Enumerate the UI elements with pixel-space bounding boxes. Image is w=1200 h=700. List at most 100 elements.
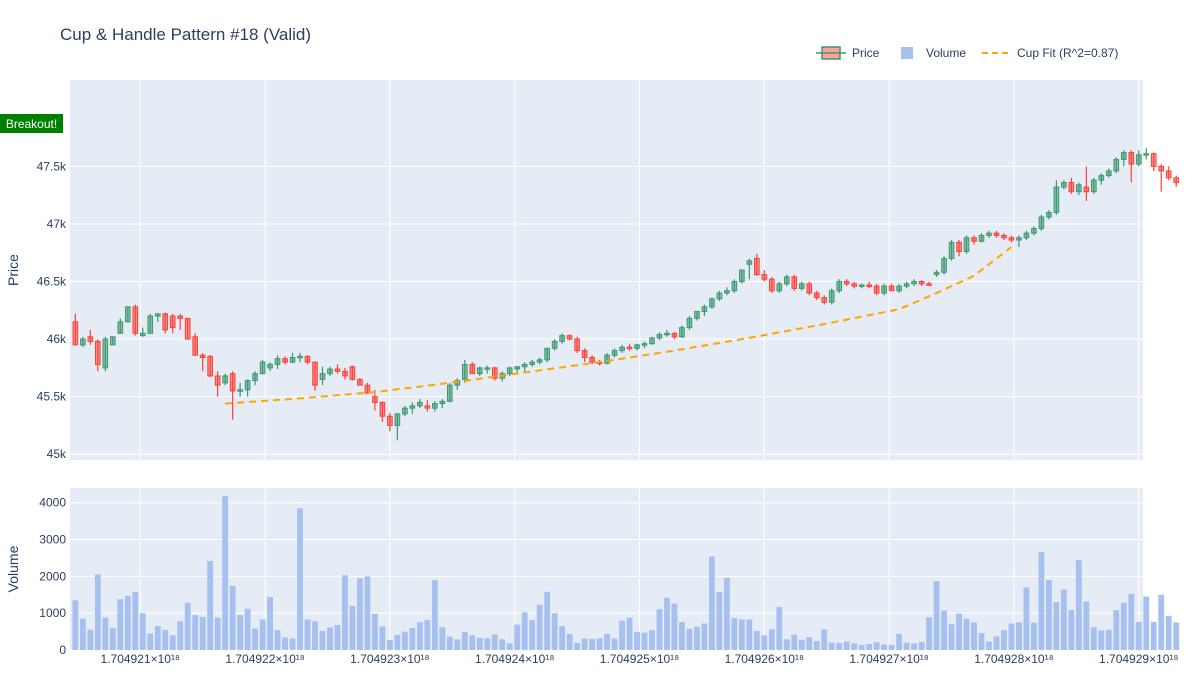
candle-body [709, 298, 715, 308]
candle-body [776, 283, 783, 292]
volume-bar [806, 637, 813, 650]
candle [626, 343, 633, 351]
volume-bar [978, 633, 985, 650]
volume-bar [506, 643, 513, 650]
volume-bar [574, 643, 581, 650]
candle-body [80, 338, 86, 346]
volume-bar [169, 635, 176, 650]
volume-bar [956, 613, 962, 650]
candle [469, 362, 476, 375]
legend-swatch-volume [901, 47, 913, 59]
volume-bar [304, 619, 311, 650]
candle-body [214, 375, 221, 386]
volume-bar [1038, 552, 1045, 650]
candle [282, 356, 288, 365]
candle-body [72, 321, 79, 346]
candle [791, 274, 798, 291]
candle-body [304, 355, 311, 363]
candle-body [222, 375, 228, 384]
candle [559, 333, 565, 344]
candle [274, 355, 281, 370]
volume-tick-label: 0 [59, 643, 66, 657]
candle-body [724, 290, 730, 294]
legend-item-cup-fit[interactable]: Cup Fit (R^2=0.87) [982, 46, 1118, 60]
candle [724, 287, 730, 296]
price-tick-label: 45k [47, 447, 67, 461]
candle-body [432, 403, 438, 409]
candle [1150, 152, 1157, 171]
legend-item-volume[interactable]: Volume [901, 46, 966, 60]
candle-body [1120, 152, 1127, 160]
volume-bar [274, 630, 281, 650]
breakout-annotation-text: Breakout! [6, 117, 57, 131]
x-tick-label: 1.704923×10¹⁸ [350, 652, 429, 666]
volume-bar [851, 643, 858, 650]
candle-body [484, 367, 491, 370]
price-tick-label: 45.5k [37, 390, 67, 404]
candle [372, 389, 378, 411]
candle-body [372, 396, 378, 403]
candle-body [1135, 154, 1142, 165]
candle [566, 334, 573, 341]
volume-bar [619, 620, 625, 650]
volume-bar [993, 636, 1000, 650]
candle [649, 336, 655, 345]
volume-bar [536, 604, 543, 650]
price-tick-label: 46k [47, 332, 67, 346]
volume-bar [941, 610, 947, 650]
candle [798, 281, 805, 291]
volume-bar [1075, 560, 1082, 650]
candle-body [342, 370, 348, 377]
candle [783, 274, 790, 287]
legend-item-price[interactable]: Price [816, 46, 880, 60]
candle-body [1128, 152, 1135, 165]
volume-bar [267, 596, 273, 650]
candle [252, 371, 258, 386]
volume-bar [1098, 630, 1105, 650]
candle-body [207, 355, 213, 377]
candle-body [656, 333, 663, 339]
candle-body [686, 317, 693, 329]
volume-bar [454, 639, 461, 650]
breakout-annotation: Breakout! [0, 114, 63, 133]
volume-bar [626, 617, 633, 650]
candle-body [87, 336, 94, 342]
candle [334, 364, 341, 374]
candle-body [963, 237, 970, 253]
candle [424, 400, 431, 412]
candle-body [581, 350, 588, 359]
candle-body [536, 359, 543, 363]
chart-title: Cup & Handle Pattern #18 (Valid) [60, 25, 311, 44]
candle-body [1105, 170, 1112, 177]
candle [641, 341, 648, 349]
candle [1105, 168, 1112, 178]
candle-body [798, 283, 805, 289]
candle [821, 295, 828, 305]
candle-body [888, 285, 895, 292]
candle [1083, 166, 1090, 201]
x-tick-label: 1.704921×10¹⁸ [101, 652, 180, 666]
candle [1135, 150, 1142, 167]
candle-body [754, 257, 760, 276]
candle [192, 333, 199, 356]
candle [117, 318, 124, 334]
candle-body [312, 361, 318, 386]
volume-bar [1135, 622, 1142, 650]
candle-body [649, 337, 655, 345]
candle-body [694, 310, 700, 319]
candle [1120, 150, 1127, 167]
volume-bar [821, 629, 828, 650]
candle-body [529, 361, 535, 365]
candle [611, 348, 618, 358]
candle [87, 329, 94, 345]
candle [978, 233, 985, 243]
candle [1001, 233, 1007, 241]
volume-bar [1008, 623, 1015, 650]
candle [993, 230, 1000, 238]
candle [813, 290, 820, 300]
volume-bar [559, 626, 566, 650]
legend-label-price: Price [852, 46, 880, 60]
legend[interactable]: Price Volume Cup Fit (R^2=0.87) [816, 46, 1118, 60]
candle [746, 258, 753, 280]
candle-body [986, 232, 992, 236]
